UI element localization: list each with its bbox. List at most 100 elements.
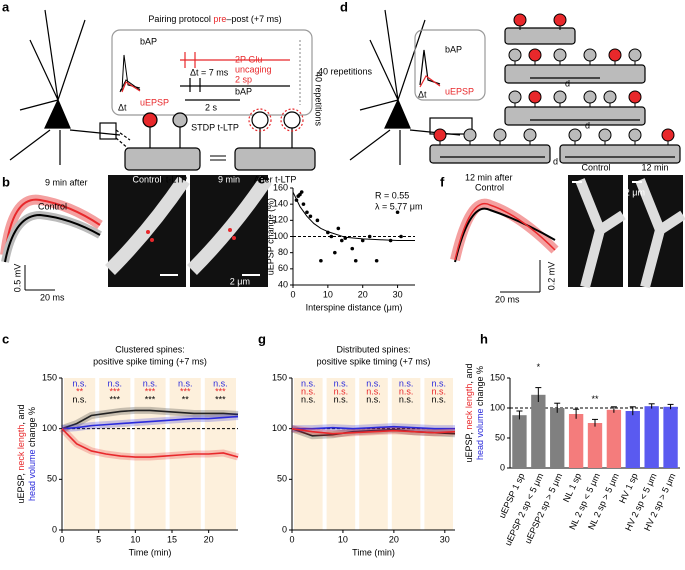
x-tick-label: 0	[59, 534, 64, 544]
label: 2 μm	[230, 276, 250, 286]
significance: ***	[110, 386, 121, 396]
point	[326, 230, 330, 235]
bar	[531, 394, 546, 468]
significance: *	[537, 362, 541, 372]
label: 9 min	[218, 174, 240, 184]
stimulus-period	[391, 378, 421, 530]
label: uEPSP	[445, 86, 474, 96]
point	[367, 234, 372, 239]
series-line	[61, 428, 239, 458]
significance: ***	[145, 394, 156, 404]
point	[343, 236, 348, 240]
panel-label: d	[340, 0, 348, 14]
annotation: R = 0.55	[375, 190, 409, 200]
series-line	[61, 409, 239, 430]
significance: **	[76, 386, 84, 396]
point	[299, 190, 304, 194]
y-tick-label: 0	[500, 462, 505, 472]
significance: n.s.	[72, 378, 87, 388]
significance: n.s.	[213, 378, 228, 388]
x-axis-label: Interspine distance (μm)	[306, 302, 403, 312]
significance: n.s.	[72, 394, 87, 404]
x-tick-label: 10	[323, 289, 333, 299]
y-axis-label: head volume change %	[475, 366, 485, 460]
x-tick-label: 20	[204, 534, 214, 544]
y-tick-label: 80	[278, 247, 288, 257]
y-tick-label: 120	[273, 215, 288, 225]
spine-head	[553, 48, 567, 62]
y-tick-label: 150	[490, 372, 505, 382]
spine-head	[508, 90, 522, 104]
label: bAP	[235, 86, 252, 96]
significance: **	[182, 394, 190, 404]
x-tick-label: 30	[393, 289, 403, 299]
y-label-part: head volume	[475, 408, 485, 460]
significance: n.s.	[399, 386, 414, 396]
chart-title: positive spike timing (+7 ms)	[317, 356, 431, 366]
neuron-d	[349, 9, 681, 165]
title-part: pre	[213, 14, 226, 24]
annotation: λ = 5.77 μm	[375, 201, 422, 211]
x-tick-label: 0	[290, 289, 295, 299]
significance: n.s.	[366, 386, 381, 396]
significance: n.s.	[366, 394, 381, 404]
point	[360, 238, 365, 243]
panel-label: c	[2, 331, 9, 346]
bar	[625, 411, 640, 468]
label: 2 μm	[625, 187, 645, 197]
y-label-part: head volume	[27, 449, 37, 501]
x-tick-label: 30	[440, 534, 450, 544]
stimulus-period	[64, 378, 96, 530]
significance: n.s.	[399, 394, 414, 404]
spine-head	[598, 128, 612, 142]
y-tick-label: 0	[282, 524, 287, 534]
y-label-part: uEPSP,	[16, 471, 26, 504]
significance: n.s.	[366, 378, 381, 388]
significance: ***	[110, 394, 121, 404]
label: 2 sp	[235, 74, 252, 84]
label: 40 repetitions	[318, 66, 373, 76]
chart-title: Distributed spines:	[336, 344, 410, 354]
label: uncaging	[235, 64, 272, 74]
spine-head	[513, 13, 527, 27]
spine-head	[493, 128, 507, 142]
spine-head	[523, 128, 537, 142]
label: Δt = 7 ms	[190, 67, 229, 77]
spine-head	[528, 48, 542, 62]
traces	[0, 194, 559, 293]
y-tick-label: 150	[272, 372, 287, 382]
significance: n.s.	[334, 394, 349, 404]
panel-label: f	[440, 174, 445, 189]
neuron-a	[9, 9, 316, 171]
y-axis-label: uEPSP, neck length, and	[16, 405, 26, 504]
spine-head	[628, 128, 642, 142]
y-label-part: neck length	[464, 384, 474, 430]
point	[308, 214, 313, 219]
y-tick-label: 140	[273, 199, 288, 209]
label: 12 min	[641, 162, 668, 172]
label: 20 ms	[40, 292, 65, 302]
spine-head	[463, 128, 477, 142]
point	[336, 226, 341, 231]
x-axis-label: Time (min)	[129, 547, 172, 557]
significance: **	[591, 394, 599, 404]
stimulus-period	[326, 378, 356, 530]
label: After t-LTP	[254, 174, 297, 184]
bar	[512, 415, 527, 468]
label: Control	[38, 201, 67, 211]
label: Before t-LTP	[137, 174, 187, 184]
significance: n.s.	[431, 386, 446, 396]
spine-head	[608, 48, 622, 62]
bar	[568, 414, 584, 468]
stimulus-period	[294, 378, 323, 530]
significance: n.s.	[301, 394, 316, 404]
point	[294, 198, 299, 202]
y-tick-label: 100	[273, 231, 288, 241]
title-part: Pairing protocol	[148, 14, 213, 24]
point	[329, 234, 334, 239]
label: 2P Glu	[235, 54, 262, 64]
point	[374, 258, 379, 263]
point	[301, 202, 306, 206]
panel-label: e	[258, 171, 265, 186]
y-axis-label: uEPSP change (%)	[265, 198, 275, 275]
